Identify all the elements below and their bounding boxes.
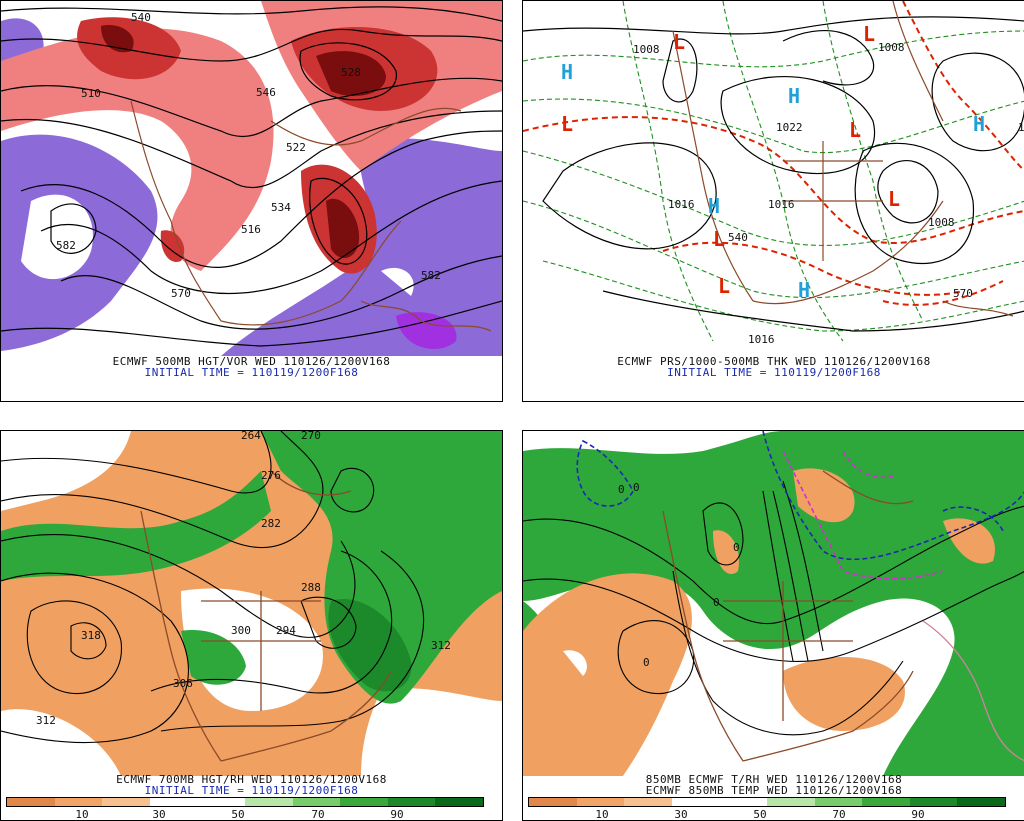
- rh-colorbar: [528, 797, 1006, 807]
- contour-label: 570: [171, 287, 191, 300]
- contour-label: 0: [713, 596, 720, 609]
- contour-label: 582: [421, 269, 441, 282]
- low-pressure-marker: L: [863, 22, 875, 46]
- panel-caption-title: ECMWF 700MB HGT/RH WED 110126/1200V168: [116, 773, 387, 786]
- colorbar-tick: 50: [231, 808, 245, 821]
- panel-500mb-vorticity: 540 582 582 570 546 534 516 528 510 522 ECMWF 500…: [0, 0, 503, 402]
- contour-label: 546: [256, 86, 276, 99]
- contour-label: 0: [618, 483, 625, 496]
- panel-caption-title: 850MB ECMWF T/RH WED 110126/1200V168: [645, 773, 903, 786]
- low-pressure-marker: L: [673, 30, 685, 54]
- contour-label: 270: [301, 431, 321, 442]
- high-pressure-marker: H: [798, 278, 810, 302]
- contour-label: 570: [953, 287, 973, 300]
- contour-label: 516: [241, 223, 261, 236]
- contour-label: 540: [131, 11, 151, 24]
- contour-label: 528: [341, 66, 361, 79]
- contour-label: 534: [271, 201, 291, 214]
- rh700-map: 318 312 306 300 294 288 282 276 270 264 312: [1, 431, 502, 776]
- contour-label: 318: [81, 629, 101, 642]
- colorbar-tick: 50: [753, 808, 767, 821]
- contour-label: 582: [56, 239, 76, 252]
- panel-caption-title: ECMWF PRS/1000-500MB THK WED 110126/1200…: [617, 355, 931, 368]
- contour-label: 300: [231, 624, 251, 637]
- contour-label: 522: [286, 141, 306, 154]
- high-pressure-marker: H: [973, 112, 985, 136]
- contour-label: 0: [733, 541, 740, 554]
- colorbar-tick: 70: [832, 808, 846, 821]
- contour-label: 288: [301, 581, 321, 594]
- contour-label: 1004: [1018, 121, 1024, 134]
- pressure-map: H H H H H L L L L L L L 1008 1016 1022 1008…: [523, 1, 1024, 356]
- colorbar-tick: 90: [911, 808, 925, 821]
- low-pressure-marker: L: [718, 274, 730, 298]
- rh-colorbar: [6, 797, 484, 807]
- contour-label: 294: [276, 624, 296, 637]
- contour-label: 276: [261, 469, 281, 482]
- contour-label: 306: [173, 677, 193, 690]
- vorticity-map: 540 582 582 570 546 534 516 528 510 522: [1, 1, 502, 356]
- contour-label: 312: [431, 639, 451, 652]
- contour-label: 510: [81, 87, 101, 100]
- colorbar-tick: 70: [311, 808, 325, 821]
- contour-label: 1008: [878, 41, 905, 54]
- low-pressure-marker: L: [849, 118, 861, 142]
- contour-label: 1022: [776, 121, 803, 134]
- colorbar-tick: 30: [674, 808, 688, 821]
- panel-700mb-rh: 318 312 306 300 294 288 282 276 270 264 312 ECMWF …: [0, 430, 503, 821]
- contour-label: 1008: [633, 43, 660, 56]
- contour-label: 0: [643, 656, 650, 669]
- high-pressure-marker: H: [788, 84, 800, 108]
- contour-label: 1016: [748, 333, 775, 346]
- contour-label: 0: [633, 481, 640, 494]
- colorbar-tick: 30: [152, 808, 166, 821]
- panel-caption-init: INITIAL TIME = 110119/1200F168: [144, 366, 359, 379]
- panel-pressure-thickness: H H H H H L L L L L L L 1008 1016 1022 1008…: [522, 0, 1024, 402]
- panel-caption-init: INITIAL TIME = 110119/1200F168: [667, 366, 881, 379]
- contour-label: 312: [36, 714, 56, 727]
- panel-caption-init: INITIAL TIME = 110119/1200F168: [144, 784, 359, 797]
- panel-caption-title: ECMWF 500MB HGT/VOR WED 110126/1200V168: [112, 355, 391, 368]
- contour-label: 1016: [768, 198, 795, 211]
- low-pressure-marker: L: [561, 112, 573, 136]
- panel-caption-subtitle: ECMWF 850MB TEMP WED 110126/1200V168: [645, 784, 903, 797]
- contour-label: 264: [241, 431, 261, 442]
- contour-label: 1016: [668, 198, 695, 211]
- low-pressure-marker: L: [888, 187, 900, 211]
- contour-label: 540: [728, 231, 748, 244]
- colorbar-tick: 90: [390, 808, 404, 821]
- colorbar-tick: 10: [595, 808, 609, 821]
- high-pressure-marker: H: [561, 60, 573, 84]
- high-pressure-marker: H: [708, 194, 720, 218]
- low-pressure-marker: L: [713, 227, 725, 251]
- contour-label: 282: [261, 517, 281, 530]
- colorbar-tick: 10: [75, 808, 89, 821]
- contour-label: 1008: [928, 216, 955, 229]
